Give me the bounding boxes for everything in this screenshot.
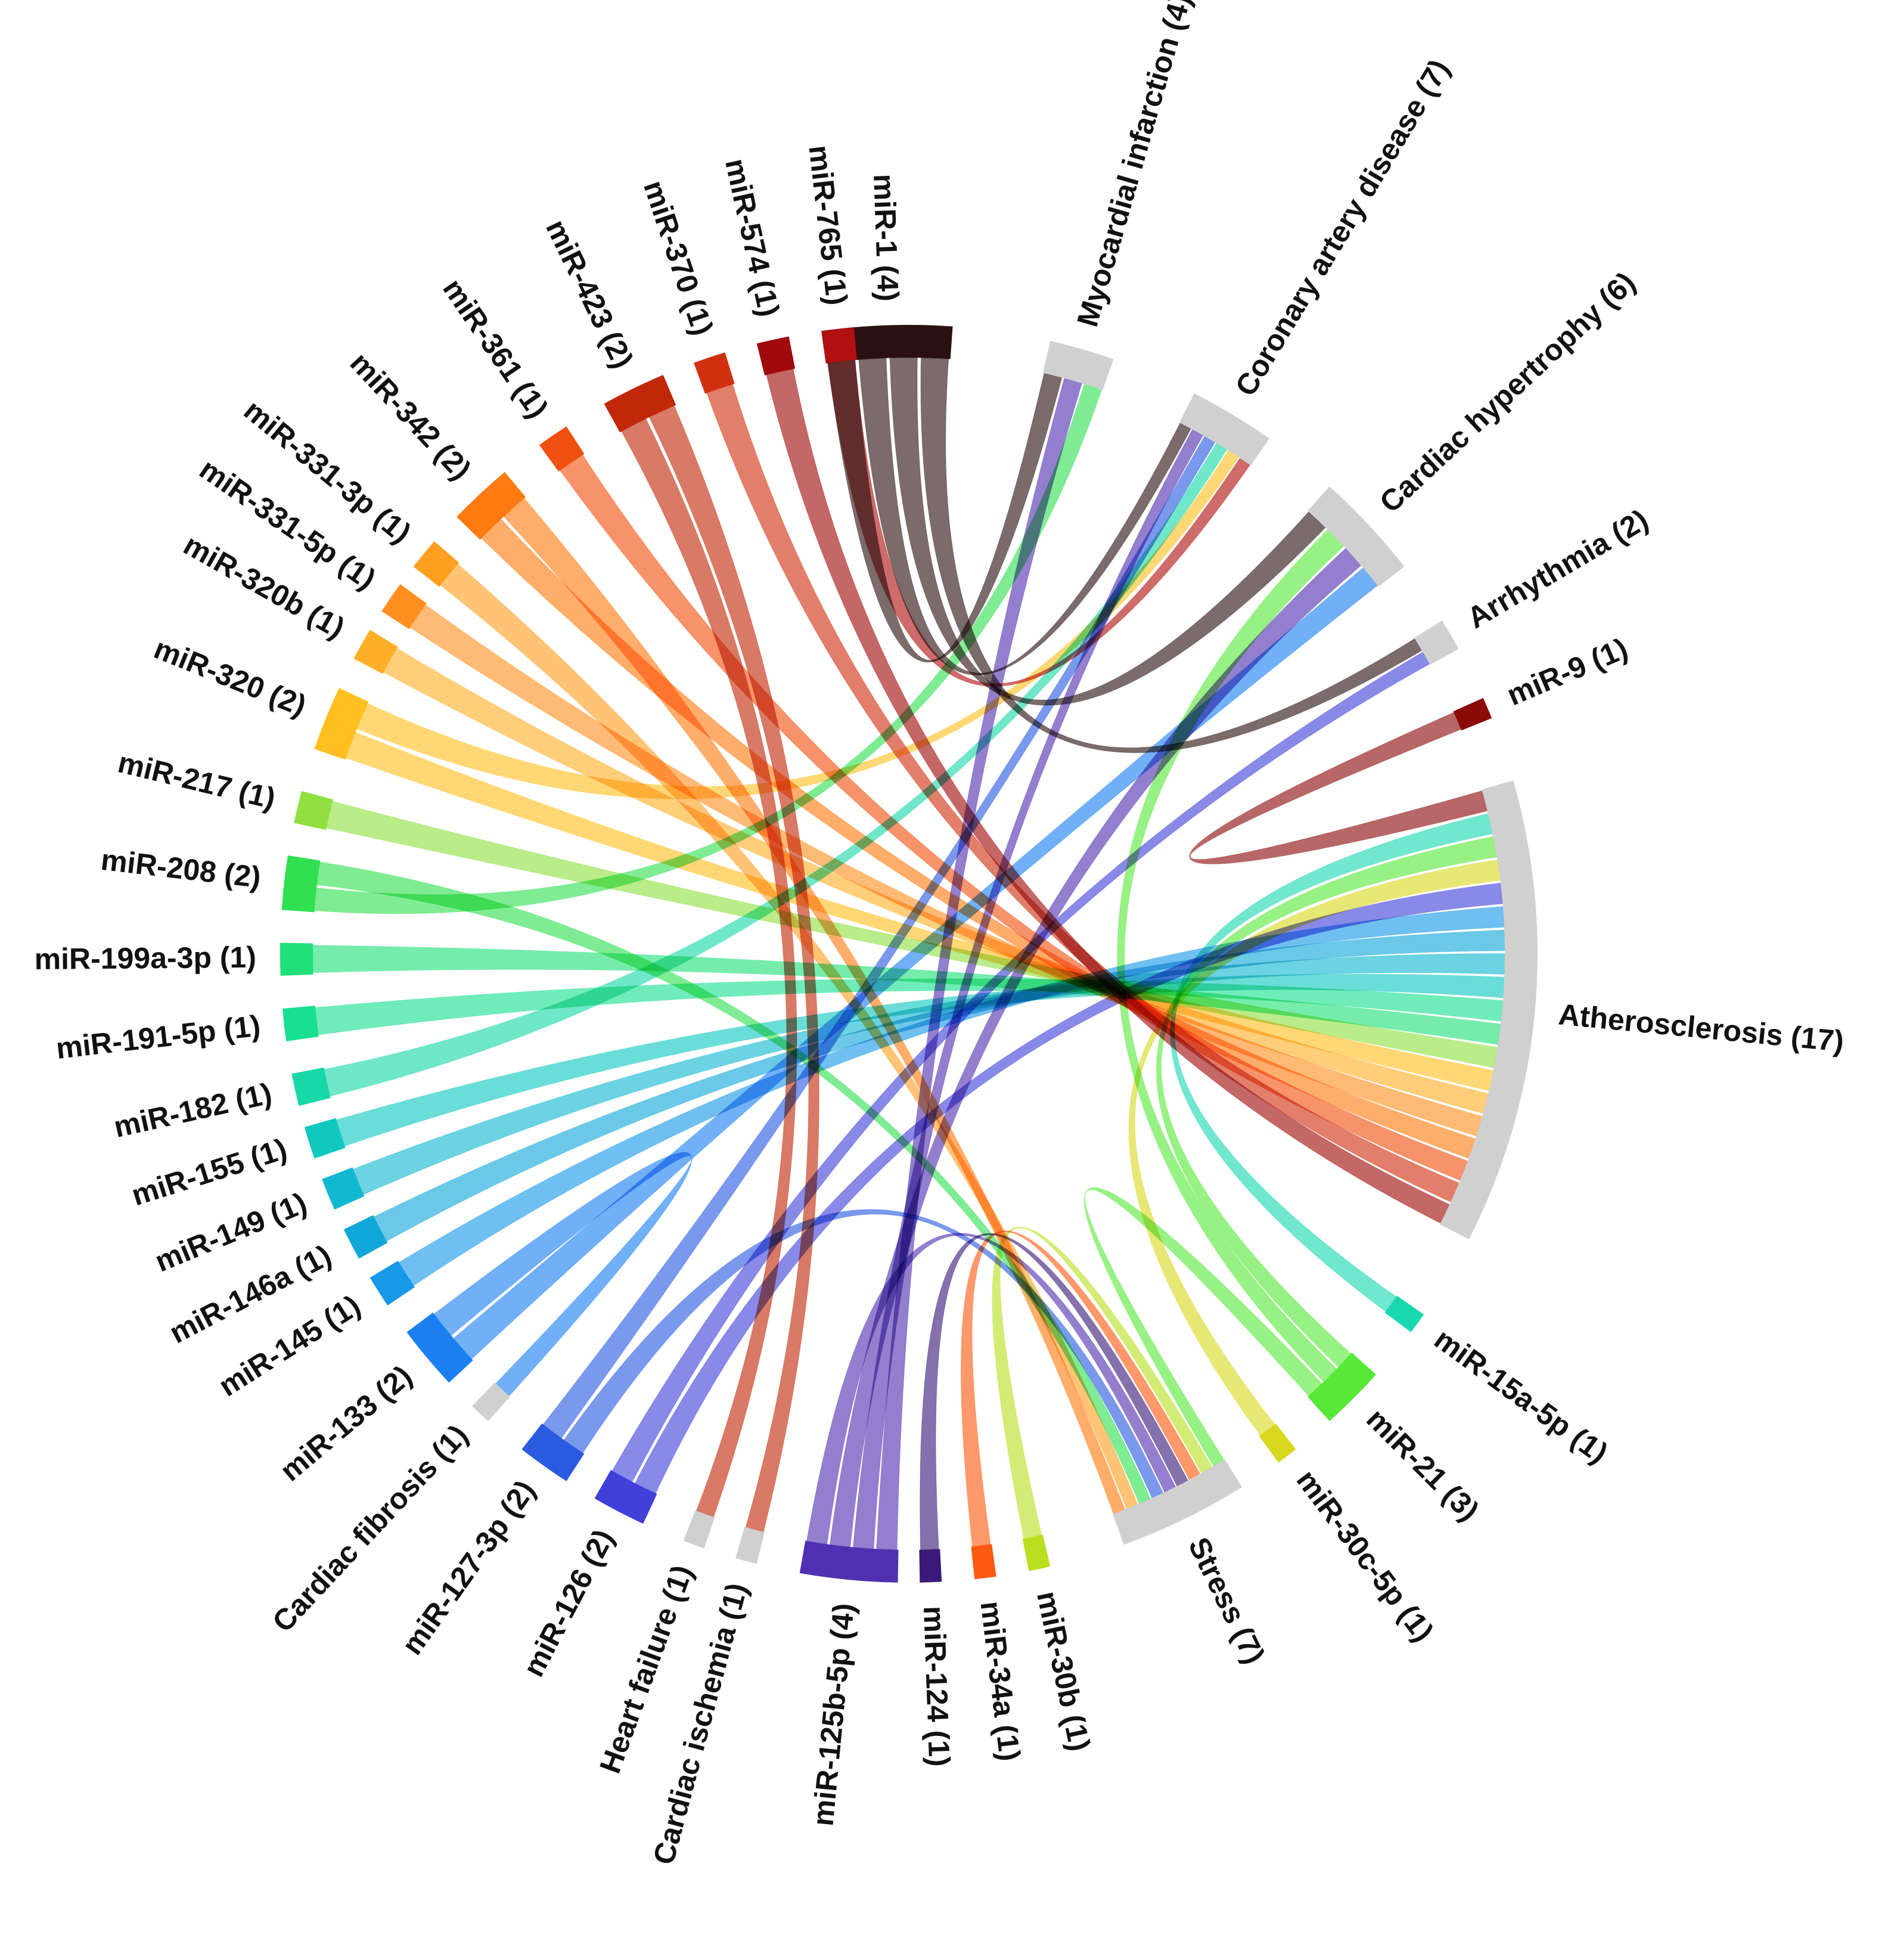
segment-label-mi30b: miR-30b (1) <box>1030 1588 1097 1754</box>
segment-label-mi126: miR-126 (2) <box>517 1524 620 1682</box>
segment-arc-st <box>1113 1459 1243 1545</box>
segment-arc-mi9 <box>1453 697 1492 731</box>
ribbon-mi423-to-hf <box>621 418 797 1518</box>
segment-arc-cf <box>472 1382 510 1422</box>
segment-arc-mi124 <box>919 1549 942 1583</box>
segment-arc-ar <box>1414 620 1459 665</box>
segment-arc-mi342 <box>457 472 526 540</box>
ribbon-mi765-to-cad <box>827 359 1251 687</box>
segment-arc-mi331_3p <box>413 541 459 587</box>
segment-arc-mi145 <box>369 1261 415 1305</box>
ribbon-mi30c-to-ath <box>1128 859 1501 1436</box>
segment-arc-mi320b <box>353 629 398 674</box>
segment-arc-ch <box>1308 486 1405 587</box>
ribbon-mi15-to-ath <box>1170 813 1493 1312</box>
segment-label-mi765: miR-765 (1) <box>802 144 853 307</box>
segment-arc-mi199 <box>280 942 313 976</box>
segment-arc-layer <box>280 325 1538 1583</box>
segment-arc-mi21 <box>1308 1353 1377 1422</box>
segment-label-st: Stress (7) <box>1182 1532 1271 1669</box>
segment-arc-mi331_5p <box>381 584 427 629</box>
segment-arc-mi30c <box>1259 1424 1296 1463</box>
segment-arc-mi15 <box>1384 1295 1424 1332</box>
segment-label-mi182: miR-182 (1) <box>111 1077 275 1144</box>
segment-label-mi1: miR-1 (4) <box>867 173 905 302</box>
segment-label-mi361: miR-361 (1) <box>436 272 555 424</box>
ribbon-mi127-to-st <box>563 1209 1164 1499</box>
segment-label-mi217: miR-217 (1) <box>115 746 279 815</box>
segment-arc-mi191 <box>282 1006 319 1041</box>
segment-label-ath: Atherosclerosis (17) <box>1557 997 1846 1058</box>
segment-arc-mi208 <box>281 855 321 913</box>
ribbon-mi126-to-ath <box>634 882 1504 1494</box>
segment-label-mi124: miR-124 (1) <box>917 1605 956 1767</box>
segment-arc-mi34a <box>971 1544 996 1580</box>
segment-arc-hf <box>683 1510 715 1549</box>
ribbon-mi21-to-ath <box>1156 836 1498 1367</box>
segment-label-mi208: miR-208 (2) <box>100 843 263 894</box>
segment-arc-cis <box>735 1527 765 1564</box>
segment-label-mi342: miR-342 (2) <box>344 346 478 486</box>
ribbon-mi124-to-st <box>920 1233 1188 1550</box>
ribbon-mi9-to-ath <box>1189 712 1488 864</box>
ribbon-mi199-to-ath <box>312 945 1501 1045</box>
ribbon-mi133-to-cf <box>433 1152 692 1397</box>
segment-label-mi199: miR-199a-3p (1) <box>34 941 256 976</box>
segment-label-mi574: miR-574 (1) <box>719 156 786 320</box>
segment-arc-cad <box>1179 393 1270 466</box>
segment-arc-mi125 <box>799 1540 899 1583</box>
ribbon-mi208-to-st <box>316 861 1151 1504</box>
segment-label-mi191: miR-191-5p (1) <box>54 1009 262 1065</box>
segment-arc-mi <box>1042 341 1114 390</box>
segment-label-mi: Myocardial infarction (4) <box>1070 0 1197 330</box>
segment-label-mi15: miR-15a-5p (1) <box>1428 1322 1614 1470</box>
segment-arc-mi217 <box>294 790 334 830</box>
ribbon-mi146-to-ath <box>373 929 1505 1242</box>
segment-arc-mi133 <box>406 1312 473 1383</box>
segment-label-mi21: miR-21 (3) <box>1360 1402 1486 1528</box>
segment-arc-mi320 <box>314 688 369 760</box>
ribbon-layer <box>312 357 1505 1550</box>
segment-arc-mi155 <box>304 1118 346 1159</box>
segment-arc-mi765 <box>821 327 857 364</box>
segment-arc-mi370 <box>694 352 735 394</box>
segment-label-mi320: miR-320 (2) <box>150 631 311 722</box>
segment-label-mi30c: miR-30c-5p (1) <box>1290 1463 1440 1648</box>
segment-arc-mi126 <box>594 1470 657 1524</box>
segment-arc-mi423 <box>604 374 676 433</box>
segment-label-ar: Arrhythmia (2) <box>1461 503 1654 635</box>
segment-label-mi370: miR-370 (1) <box>637 176 720 339</box>
segment-label-mi34a: miR-34a (1) <box>974 1599 1026 1763</box>
segment-label-mi133: miR-133 (2) <box>274 1359 418 1487</box>
segment-label-ch: Cardiac hypertrophy (6) <box>1373 265 1642 519</box>
segment-arc-mi30b <box>1022 1534 1051 1571</box>
segment-arc-mi182 <box>291 1067 331 1106</box>
segment-label-mi125: miR-125b-5p (4) <box>806 1602 861 1828</box>
segment-arc-mi127 <box>521 1424 585 1481</box>
segment-label-mi9: miR-9 (1) <box>1502 631 1633 712</box>
segment-arc-ath <box>1440 780 1538 1239</box>
segment-arc-mi361 <box>539 426 585 472</box>
segment-arc-mi146 <box>343 1215 388 1259</box>
segment-arc-mi574 <box>756 336 796 376</box>
ribbon-mi217-to-ath <box>325 801 1498 1068</box>
segment-label-cad: Coronary artery disease (7) <box>1229 54 1456 402</box>
segment-label-mi423: miR-423 (2) <box>539 215 639 374</box>
segment-arc-mi149 <box>322 1167 365 1210</box>
